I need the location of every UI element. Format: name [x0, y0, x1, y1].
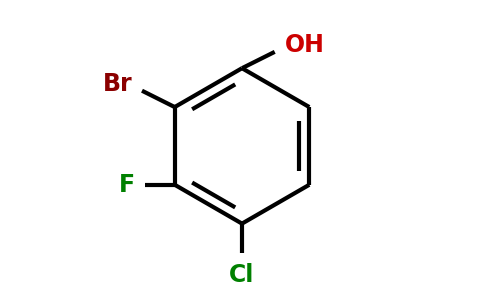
- Text: Br: Br: [103, 72, 132, 96]
- Text: OH: OH: [285, 33, 324, 57]
- Text: F: F: [120, 173, 136, 197]
- Text: Cl: Cl: [229, 263, 255, 287]
